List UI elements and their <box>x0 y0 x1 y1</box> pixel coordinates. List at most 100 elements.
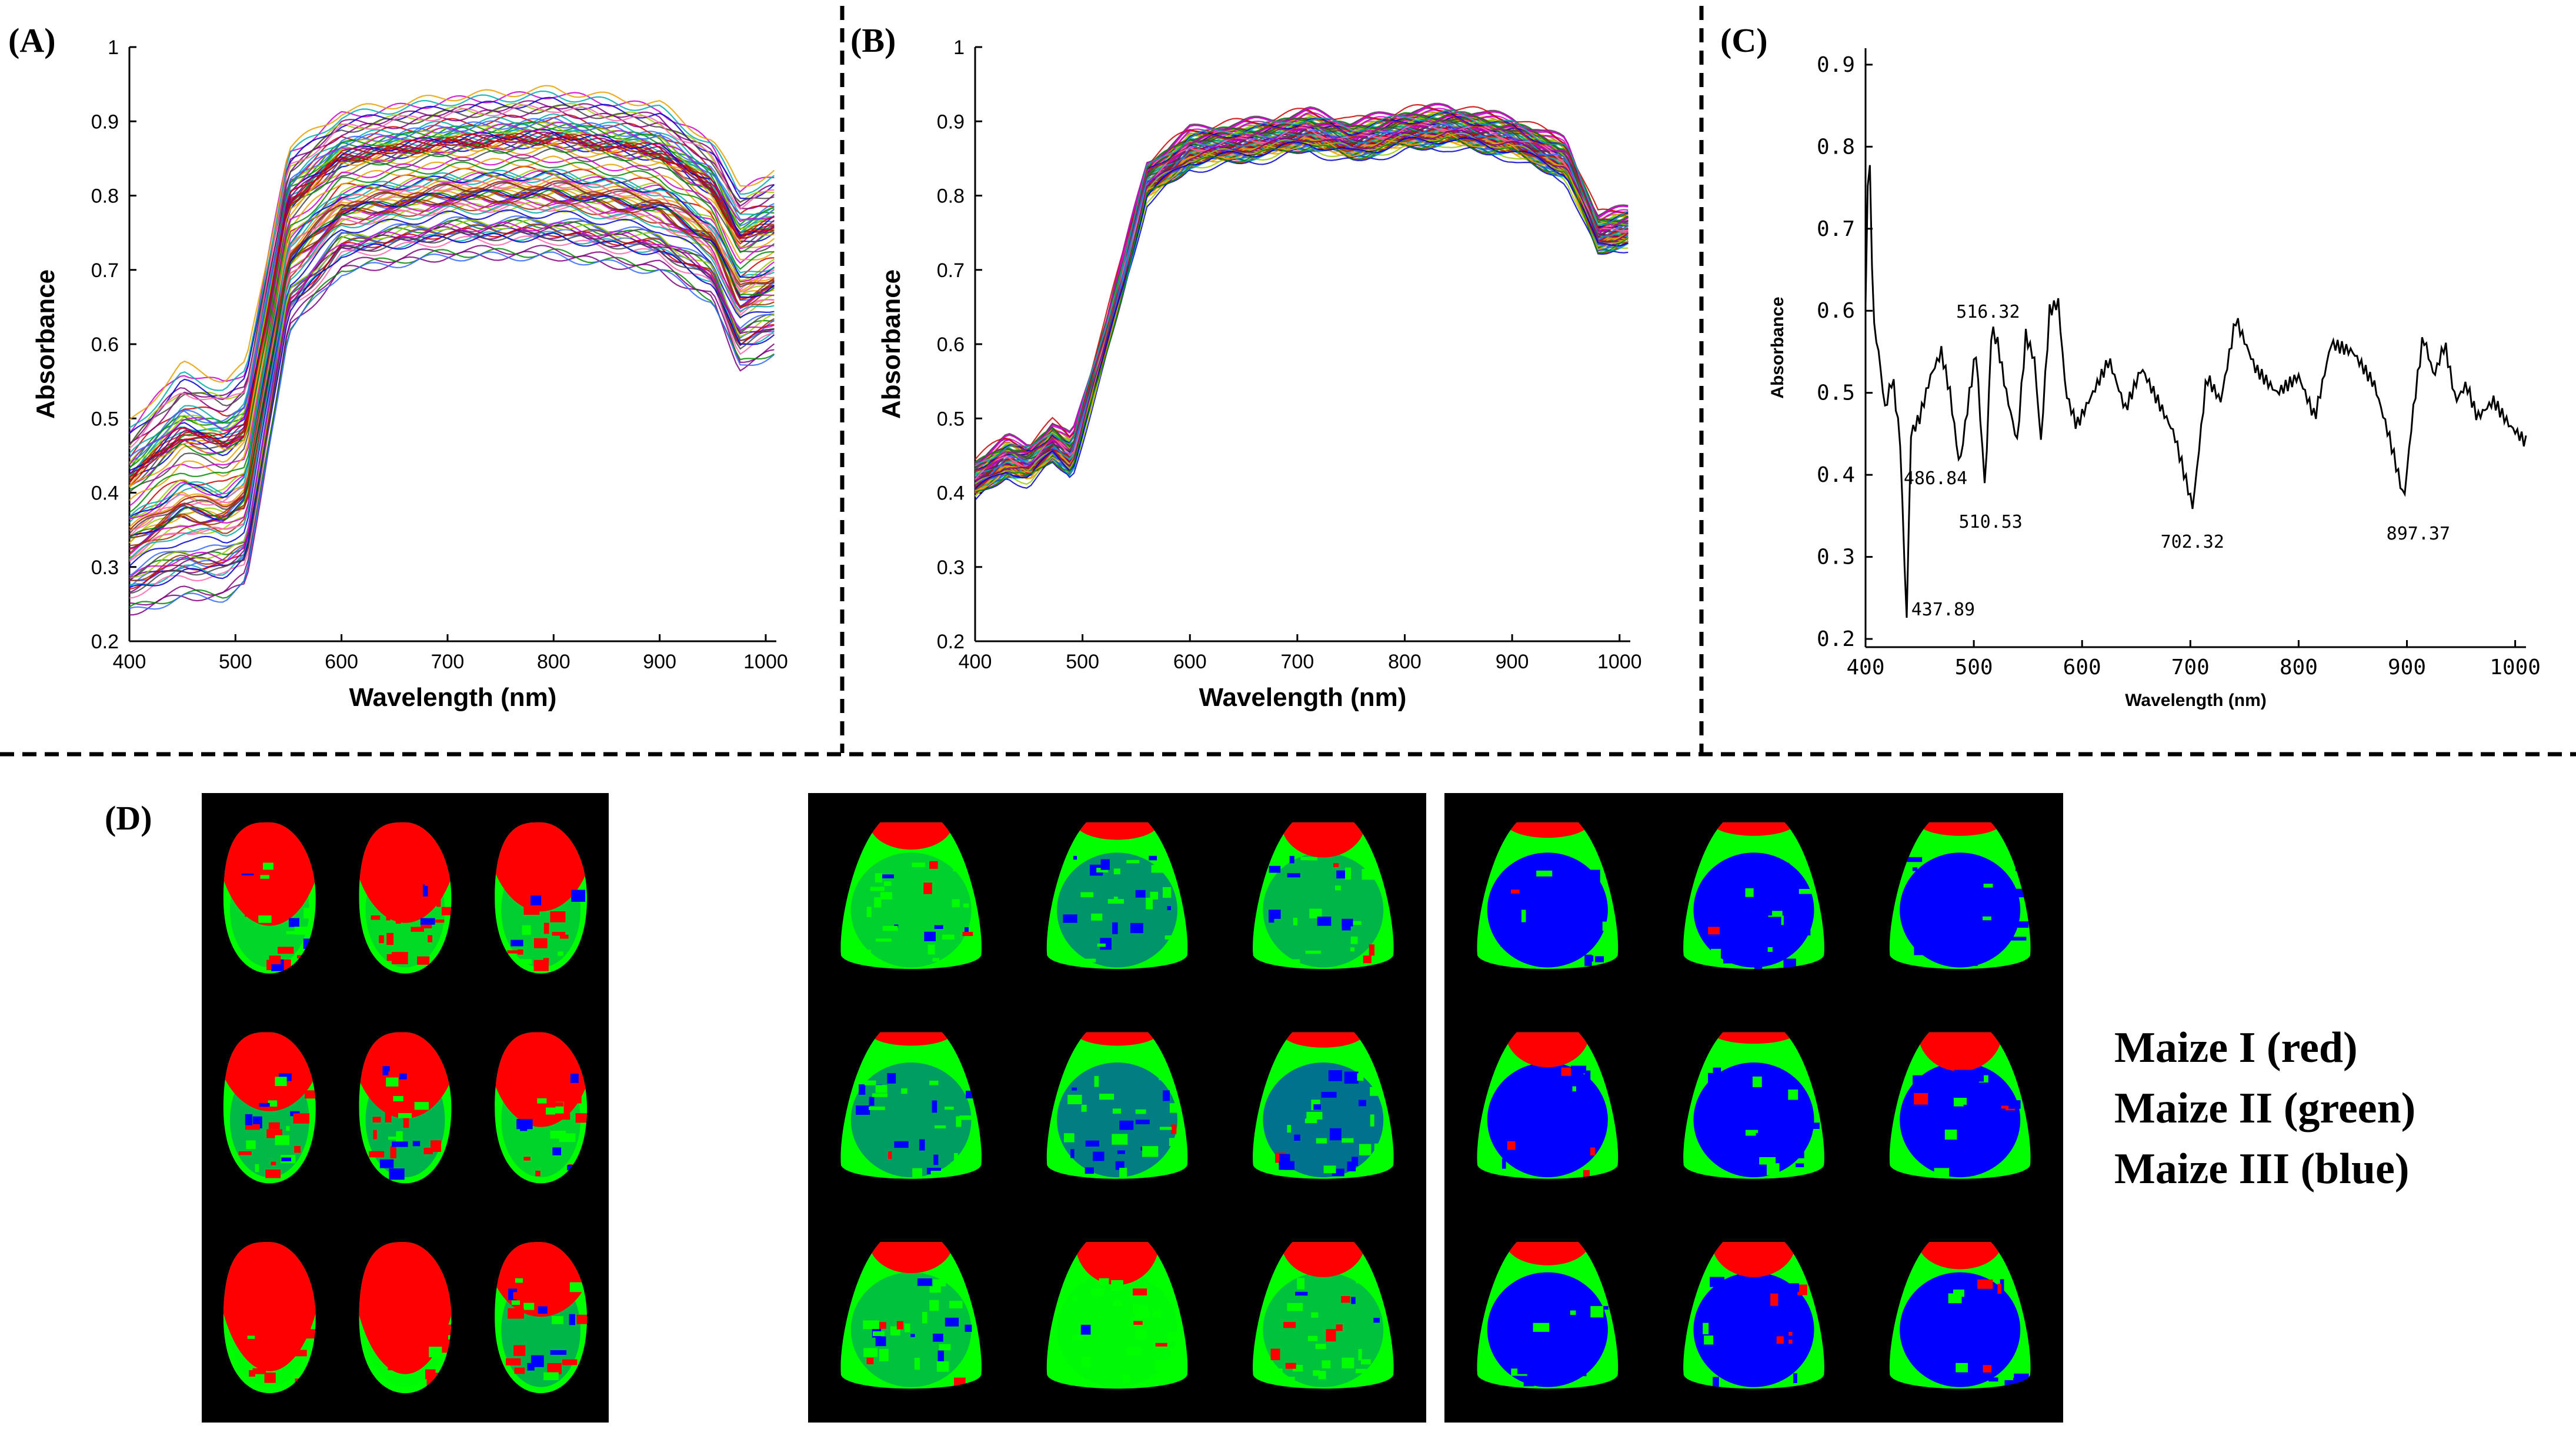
kernel-speckle <box>543 859 556 864</box>
kernel-speckle <box>1150 891 1159 900</box>
kernel-speckle <box>1515 1154 1519 1161</box>
kernel-speckle <box>1776 1117 1783 1128</box>
kernel-speckle <box>1336 870 1348 879</box>
spectrum-line-a <box>129 165 775 520</box>
spectrum-line-a <box>129 159 775 513</box>
kernel-speckle <box>536 1357 542 1367</box>
kernel-speckle <box>1162 887 1172 898</box>
x-tick-label-b: 700 <box>1281 651 1314 673</box>
kernel-speckle <box>1133 1321 1143 1325</box>
kernel-speckle <box>1703 1323 1709 1334</box>
kernel-speckle <box>1573 1364 1587 1377</box>
kernel-speckle <box>1508 1149 1525 1157</box>
kernel-speckle <box>1730 920 1744 925</box>
kernel-speckle <box>1080 892 1094 898</box>
kernel-speckle <box>1341 1296 1350 1303</box>
kernel-speckle <box>519 959 532 964</box>
kernel-speckle <box>1571 1317 1584 1328</box>
kernel-speckle <box>278 947 294 954</box>
kernel-speckle <box>1720 1126 1731 1133</box>
kernel-speckle <box>296 1281 311 1287</box>
y-tick-label-b: 0.9 <box>937 111 965 133</box>
kernel-speckle <box>382 1088 395 1092</box>
x-tick-label-a: 900 <box>643 651 676 673</box>
kernel-speckle <box>1599 1121 1606 1128</box>
kernel-speckle <box>929 1080 939 1085</box>
kernel-speckle <box>1316 1138 1327 1144</box>
y-axis-title-b: Absorbance <box>877 269 906 419</box>
kernel-speckle <box>1358 1100 1366 1107</box>
y-tick-label-b: 0.2 <box>937 631 965 653</box>
kernel-speckle <box>1351 1297 1356 1304</box>
kernel-speckle <box>923 882 932 894</box>
x-tick-label-b: 400 <box>959 651 992 673</box>
kernel-red-cap <box>1711 1032 1796 1044</box>
kernel-speckle <box>1593 1323 1602 1331</box>
kernel-speckle <box>429 1347 442 1358</box>
y-tick-label-a: 0.9 <box>91 111 119 133</box>
kernel-speckle <box>1913 1355 1920 1364</box>
kernel-speckle <box>1958 861 1971 866</box>
kernel-speckle <box>263 1324 272 1330</box>
kernel-red-cap <box>1075 1032 1159 1046</box>
kernel-speckle <box>1723 956 1734 964</box>
kernel-speckle <box>1797 1284 1807 1295</box>
kernel-speckle <box>1510 890 1520 894</box>
x-tick-label-b: 600 <box>1173 651 1207 673</box>
kernel-speckle <box>1710 1277 1725 1287</box>
kernel-speckle <box>417 956 430 965</box>
kernel-speckle <box>1363 955 1372 964</box>
kernel-speckle <box>1953 902 1958 913</box>
kernel-speckle <box>1272 1368 1283 1373</box>
kernel-speckle <box>1753 1291 1757 1296</box>
kernel-speckle <box>285 1295 291 1307</box>
kernel-speckle <box>1787 1283 1800 1293</box>
kernel-speckle <box>268 1100 278 1107</box>
kernel-blue-region <box>1057 852 1177 968</box>
kernel-speckle <box>1100 859 1110 870</box>
kernel-speckle <box>1921 1125 1930 1133</box>
kernel-speckle <box>1923 1318 1938 1322</box>
kernel-speckle <box>1502 907 1516 914</box>
spectrum-line-a <box>129 251 775 616</box>
kernel-speckle <box>1513 1328 1523 1338</box>
kernel-speckle <box>1287 959 1300 968</box>
kernel-speckle <box>1563 1325 1571 1335</box>
kernel-speckle <box>506 1358 521 1365</box>
kernel-speckle <box>1572 1086 1576 1092</box>
kernel-speckle <box>1784 911 1793 922</box>
kernel-speckle <box>520 895 529 904</box>
kernel-speckle <box>953 867 958 872</box>
loading-line-c <box>1864 165 2527 618</box>
kernel-speckle <box>1080 1324 1091 1335</box>
kernel-speckle <box>1268 910 1281 919</box>
kernel-speckle <box>529 1284 538 1293</box>
y-tick-label-a: 0.8 <box>91 185 119 208</box>
kernel-speckle <box>293 1113 310 1124</box>
kernel-speckle <box>1123 1375 1131 1383</box>
kernel-speckle <box>1734 1281 1740 1287</box>
kernel-speckle <box>1783 1117 1800 1125</box>
kernel-speckle <box>241 858 249 866</box>
kernel-speckle <box>271 1161 276 1165</box>
kernel-speckle <box>1285 1363 1296 1369</box>
kernel-speckle <box>894 1141 909 1148</box>
kernel-blue-region <box>850 1272 972 1387</box>
kernel-speckle <box>965 927 969 934</box>
x-tick-label-c: 800 <box>2280 655 2318 679</box>
kernel-speckle <box>1582 1334 1590 1346</box>
spectrum-line-a <box>129 147 775 493</box>
kernel-speckle <box>1764 1085 1776 1092</box>
kernel-speckle <box>303 908 312 918</box>
kernel-speckle <box>1797 1301 1805 1308</box>
panel-label-d: (D) <box>105 799 152 837</box>
kernel-speckle <box>515 1077 526 1082</box>
kernel-speckle <box>1580 1140 1590 1147</box>
spectrum-line-a <box>129 180 775 531</box>
maize-kernel <box>495 1032 588 1184</box>
kernel-speckle <box>576 1314 588 1324</box>
kernel-speckle <box>428 935 433 942</box>
kernel-speckle <box>271 914 284 920</box>
kernel-speckle <box>863 1320 879 1330</box>
kernel-speckle <box>1775 1107 1786 1115</box>
